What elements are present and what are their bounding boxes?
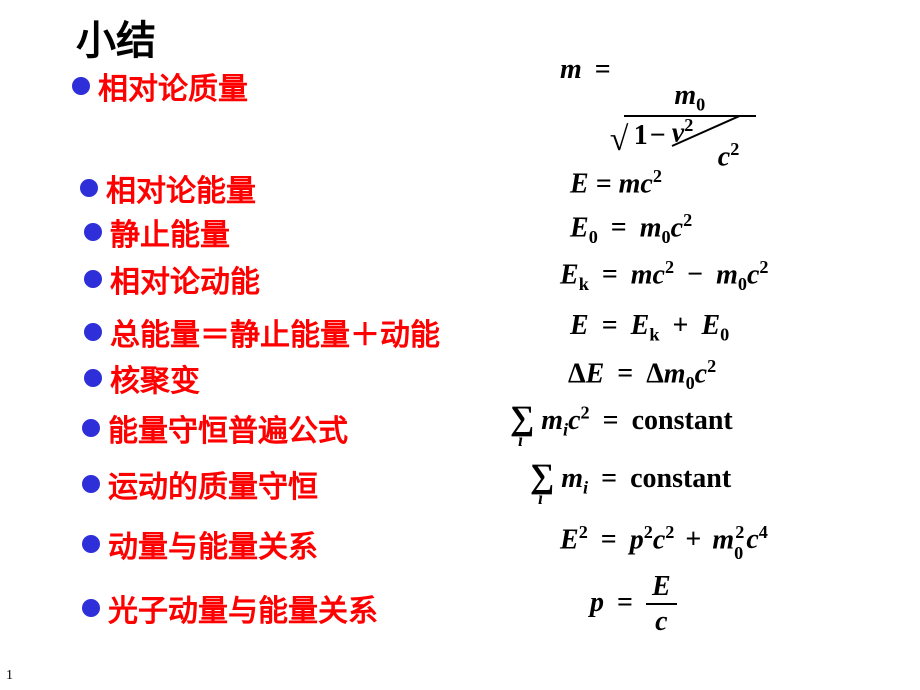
item-fusion: 核聚变 [84, 356, 200, 400]
item-rel-mass: 相对论质量 [72, 64, 248, 108]
item-photon: 光子动量与能量关系 [82, 586, 378, 630]
item-label: 相对论质量 [98, 64, 248, 108]
formula-conserve: ∑ i mic2 = constant [510, 400, 733, 441]
bullet-icon [84, 270, 102, 288]
bullet-icon [82, 419, 100, 437]
bullet-icon [80, 179, 98, 197]
item-label: 动量与能量关系 [108, 522, 318, 566]
item-ep: 动量与能量关系 [82, 522, 318, 566]
formula-photon: p = E c [590, 572, 677, 638]
formula-kinetic: Ek = mc2 − m0c2 [560, 257, 768, 295]
bullet-icon [84, 369, 102, 387]
item-label: 静止能量 [110, 210, 230, 254]
formula-fusion: ΔE = Δm0c2 [568, 356, 716, 394]
item-label: 能量守恒普遍公式 [108, 406, 348, 450]
item-label: 相对论动能 [110, 257, 260, 301]
bullet-icon [72, 77, 90, 95]
page-title: 小结 [76, 8, 156, 66]
bullet-icon [84, 223, 102, 241]
item-rel-energy: 相对论能量 [80, 166, 256, 210]
item-total: 总能量＝静止能量＋动能 [84, 310, 440, 354]
item-label: 光子动量与能量关系 [108, 586, 378, 630]
item-label: 相对论能量 [106, 166, 256, 210]
formula-total: E = Ek + E0 [570, 310, 729, 346]
formula-ep: E2 = p2c2 + m02c4 [560, 522, 768, 560]
formula-rest: E0 = m0c2 [570, 210, 692, 248]
item-label: 运动的质量守恒 [108, 462, 318, 506]
page-number: 1 [6, 668, 13, 684]
bullet-icon [82, 475, 100, 493]
formula-mass: m = m0 √ 1 − v2 c2 [560, 54, 756, 175]
formula-massc: ∑ i mi = constant [530, 458, 731, 499]
bullet-icon [84, 323, 102, 341]
bullet-icon [82, 535, 100, 553]
item-rest-energy: 静止能量 [84, 210, 230, 254]
bullet-icon [82, 599, 100, 617]
formula-energy: E = mc2 [570, 166, 662, 200]
item-label: 核聚变 [110, 356, 200, 400]
item-conserve: 能量守恒普遍公式 [82, 406, 348, 450]
item-label: 总能量＝静止能量＋动能 [110, 310, 440, 354]
item-mass-conserve: 运动的质量守恒 [82, 462, 318, 506]
item-kinetic: 相对论动能 [84, 257, 260, 301]
